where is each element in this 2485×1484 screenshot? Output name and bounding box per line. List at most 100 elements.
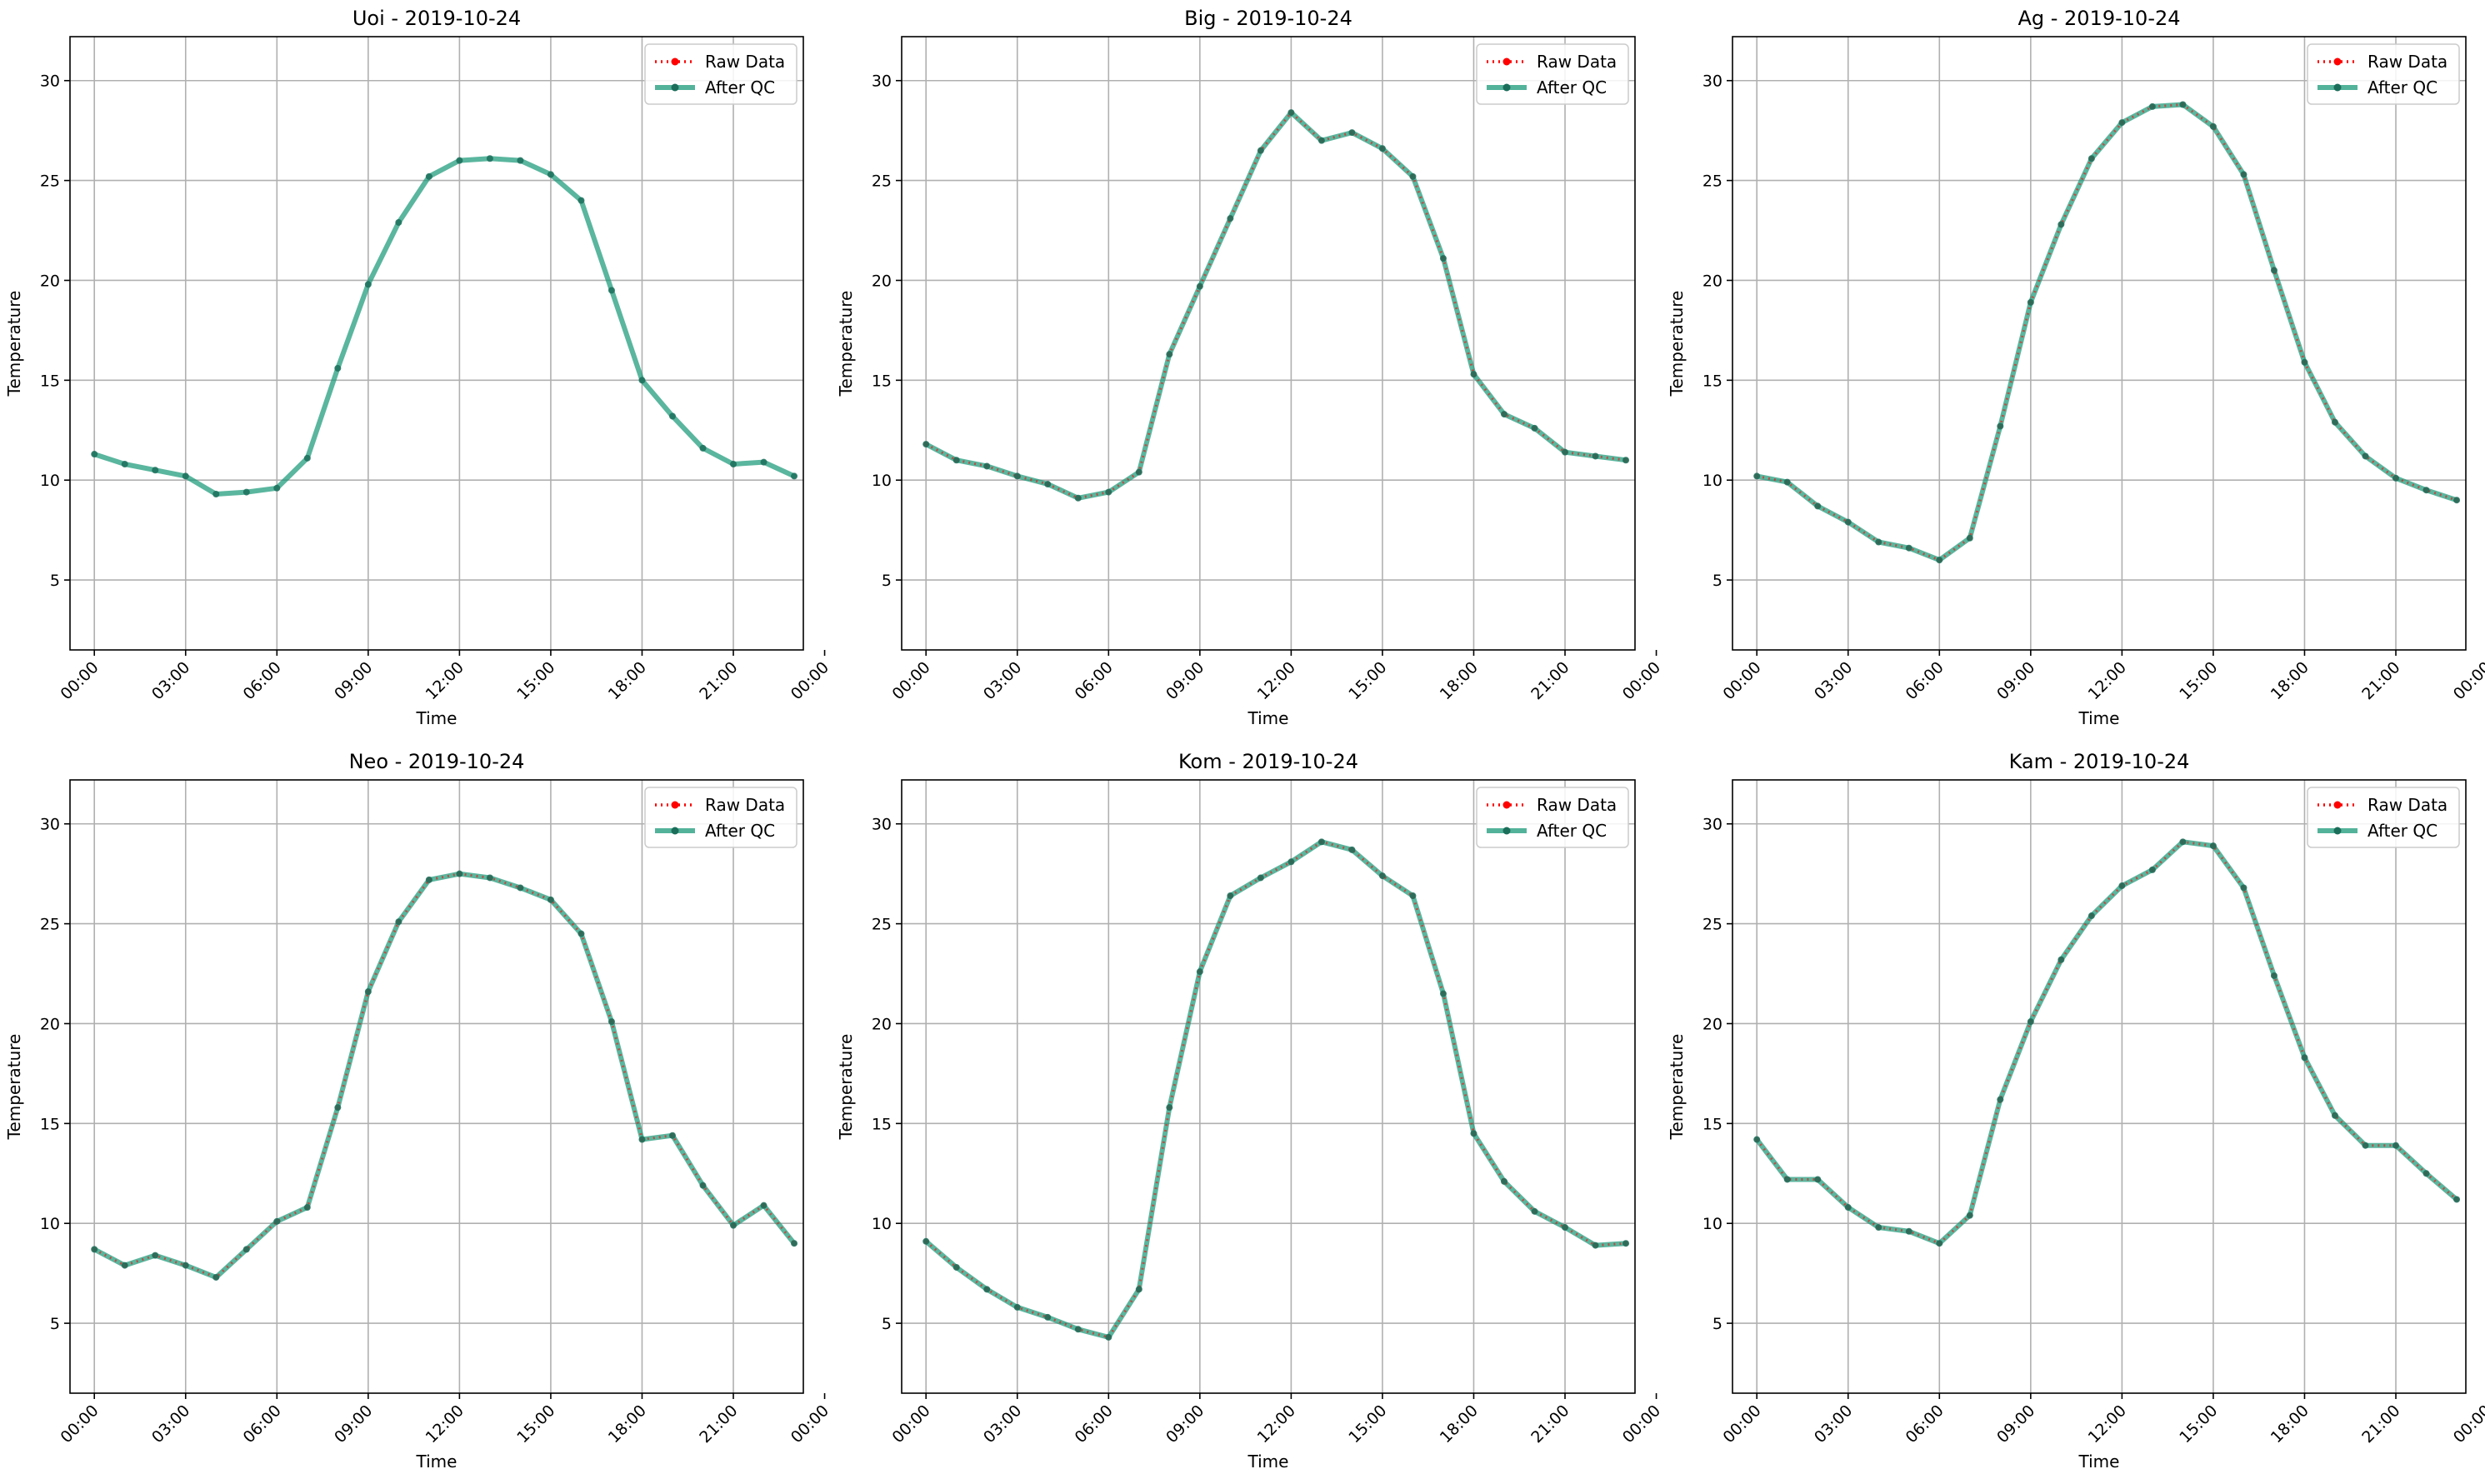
data-point-after-qc [2209, 842, 2217, 850]
legend-qc-marker [2333, 83, 2342, 92]
data-point-after-qc [2058, 956, 2065, 963]
data-point-after-qc [578, 197, 585, 204]
data-point-after-qc [2148, 102, 2156, 110]
x-tick-label: 15:00 [2176, 658, 2221, 703]
x-axis-label: Time [1248, 1452, 1289, 1472]
legend-raw-marker [2333, 801, 2342, 809]
data-point-after-qc [1439, 990, 1447, 997]
data-point-after-qc [1936, 1240, 1943, 1247]
data-point-after-qc [486, 874, 493, 882]
y-tick-label: 15 [40, 372, 60, 390]
x-tick-label: 21:00 [2358, 658, 2403, 703]
data-point-after-qc [1562, 1224, 1569, 1232]
y-tick-label: 30 [1702, 72, 1722, 91]
y-tick-label: 20 [872, 1015, 892, 1033]
data-point-after-qc [2118, 119, 2126, 127]
data-point-after-qc [2270, 267, 2278, 274]
data-point-after-qc [2179, 838, 2187, 846]
data-point-after-qc [242, 1246, 250, 1253]
data-point-after-qc [983, 1286, 991, 1293]
data-point-after-qc [1844, 1204, 1852, 1212]
data-point-after-qc [182, 472, 189, 480]
x-tick-label: 09:00 [1993, 658, 2038, 703]
y-axis-label: Temperature [4, 1034, 24, 1141]
y-tick-label: 25 [872, 916, 892, 934]
x-tick-label: 03:00 [1811, 1402, 1856, 1447]
data-point-after-qc [2270, 972, 2278, 979]
data-point-after-qc [2422, 1170, 2430, 1177]
data-point-after-qc [91, 451, 98, 458]
x-tick-label: 21:00 [696, 1402, 741, 1447]
y-tick-label: 10 [40, 472, 60, 490]
x-tick-label: 15:00 [513, 658, 558, 703]
y-tick-label: 5 [882, 1315, 892, 1333]
x-tick-label: 12:00 [422, 658, 468, 703]
data-point-after-qc [1074, 494, 1082, 502]
data-point-after-qc [547, 171, 554, 178]
data-point-after-qc [2362, 452, 2369, 460]
y-tick-label: 20 [872, 272, 892, 290]
data-point-after-qc [425, 172, 432, 180]
x-tick-label: 00:00 [1719, 658, 1764, 703]
data-point-after-qc [1227, 215, 1234, 222]
subplot: 00:00 03:00 06:00 09:00 12:00 15:00 18:00 21:00… [1667, 7, 2485, 728]
legend-raw-marker [2333, 57, 2342, 66]
data-point-after-qc [1105, 1333, 1112, 1341]
data-point-after-qc [1814, 1176, 1822, 1183]
series-line-raw-data [925, 110, 1627, 500]
y-tick-label: 20 [40, 1015, 60, 1033]
data-point-after-qc [1288, 109, 1295, 117]
y-tick-label: 5 [1712, 1315, 1722, 1333]
data-point-after-qc [1783, 478, 1791, 486]
x-tick-label: 21:00 [2358, 1402, 2403, 1447]
y-axis-label: Temperature [1667, 1034, 1687, 1141]
y-tick-label: 30 [1702, 816, 1722, 834]
data-point-after-qc [1753, 1136, 1761, 1143]
data-point-after-qc [1592, 452, 1599, 460]
legend-label-raw-data: Raw Data [705, 795, 785, 815]
x-tick-label: 12:00 [1254, 1402, 1299, 1447]
data-point-after-qc [2301, 358, 2308, 366]
legend-qc-marker [671, 827, 679, 835]
chart-title: Neo - 2019-10-24 [349, 750, 525, 773]
x-tick-label: 18:00 [605, 658, 650, 703]
legend-qc-marker [671, 83, 679, 92]
x-tick-label: 09:00 [1993, 1402, 2038, 1447]
data-point-after-qc [364, 988, 372, 996]
y-tick-label: 25 [1702, 916, 1722, 934]
data-point-after-qc [1135, 468, 1142, 476]
legend-label-raw-data: Raw Data [1537, 795, 1617, 815]
data-point-after-qc [1013, 1303, 1021, 1311]
legend-label-after-qc: After QC [705, 77, 775, 97]
data-point-after-qc [395, 918, 402, 926]
x-tick-label: 03:00 [148, 1402, 193, 1447]
legend-qc-marker [1502, 827, 1511, 835]
data-point-after-qc [1936, 557, 1943, 564]
legend-label-raw-data: Raw Data [2368, 795, 2448, 815]
data-point-after-qc [1470, 371, 1478, 378]
x-tick-label: 15:00 [1345, 658, 1390, 703]
data-point-after-qc [456, 870, 463, 877]
series-line-after-qc [92, 156, 797, 497]
x-tick-label: 06:00 [1072, 658, 1117, 703]
data-point-after-qc [1409, 172, 1417, 180]
data-point-after-qc [1257, 874, 1264, 882]
data-point-after-qc [2240, 171, 2248, 178]
y-tick-label: 15 [40, 1115, 60, 1133]
x-tick-label: 12:00 [2085, 1402, 2130, 1447]
data-point-after-qc [668, 1132, 676, 1139]
chart-title: Kom - 2019-10-24 [1178, 750, 1358, 773]
x-tick-label: 18:00 [2268, 1402, 2312, 1447]
data-point-after-qc [2422, 487, 2430, 494]
x-tick-label: 06:00 [240, 1402, 285, 1447]
data-point-after-qc [152, 1252, 159, 1259]
data-point-after-qc [1905, 1227, 1912, 1235]
y-tick-label: 25 [40, 172, 60, 191]
data-point-after-qc [2392, 474, 2400, 482]
data-point-after-qc [730, 1222, 738, 1229]
data-point-after-qc [152, 467, 159, 474]
x-tick-label: 09:00 [1162, 1402, 1208, 1447]
x-tick-label: 21:00 [1528, 1402, 1572, 1447]
legend: Raw Data After QC [2307, 43, 2460, 105]
x-tick-label: 15:00 [2176, 1402, 2221, 1447]
